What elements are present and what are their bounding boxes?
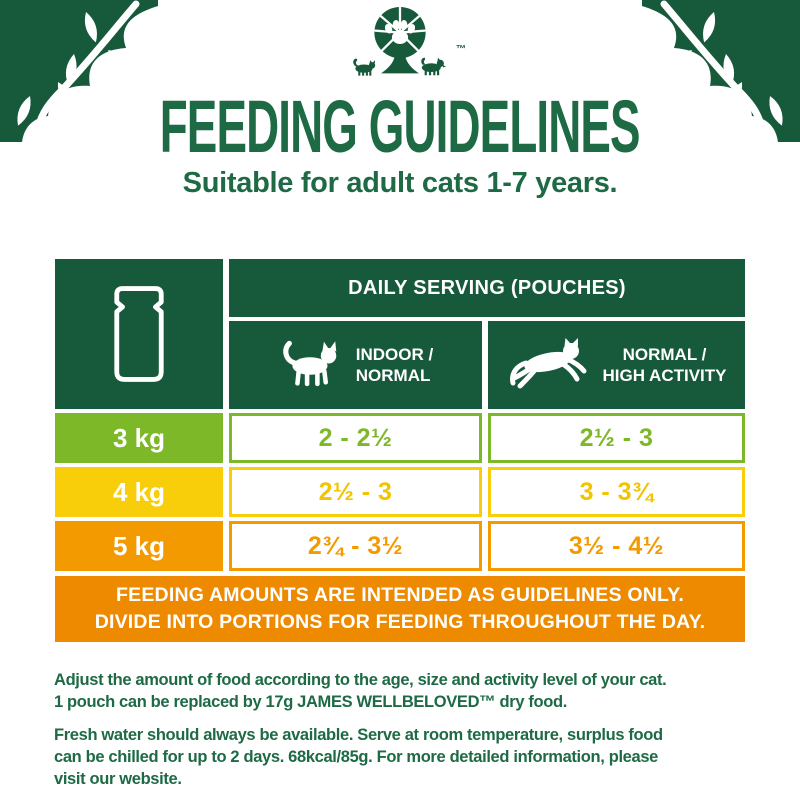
serving-3kg-high-activity: 2½ - 3 [488, 413, 745, 463]
page-subtitle: Suitable for adult cats 1-7 years. [182, 167, 618, 199]
walking-cat-icon [283, 340, 337, 387]
daily-serving-header: DAILY SERVING (POUCHES) [229, 259, 745, 317]
pouch-icon [114, 286, 164, 382]
pouch-header-cell [55, 259, 223, 409]
leaf-corner-decoration-left [0, 0, 158, 142]
weight-cell-4kg: 4 kg [55, 467, 223, 517]
banner-line-1: FEEDING AMOUNTS ARE INTENDED AS GUIDELIN… [116, 584, 684, 607]
column-header-high-activity: NORMAL / HIGH ACTIVITY [488, 321, 745, 409]
header: ™ FEEDING GUIDELINES Suitable for adult … [0, 0, 800, 200]
tree-paw-logo-icon [353, 6, 447, 76]
column-label-high-activity: NORMAL / HIGH ACTIVITY [602, 344, 727, 385]
serving-4kg-indoor-normal: 2½ - 3 [229, 467, 482, 517]
serving-4kg-high-activity: 3 - 3¾ [488, 467, 745, 517]
guidelines-banner: FEEDING AMOUNTS ARE INTENDED AS GUIDELIN… [55, 576, 745, 642]
footnote-paragraph-1: Adjust the amount of food according to t… [54, 671, 667, 711]
weight-cell-5kg: 5 kg [55, 521, 223, 571]
page-title: FEEDING GUIDELINES [160, 86, 641, 170]
weight-cell-3kg: 3 kg [55, 413, 223, 463]
serving-5kg-indoor-normal: 2¾ - 3½ [229, 521, 482, 571]
logo-dog-silhouette [421, 57, 447, 76]
serving-5kg-high-activity: 3½ - 4½ [488, 521, 745, 571]
logo-cat-silhouette [353, 58, 376, 76]
column-header-indoor-normal: INDOOR / NORMAL [229, 321, 482, 409]
leaping-cat-icon [510, 338, 587, 389]
column-label-indoor-normal: INDOOR / NORMAL [355, 344, 434, 385]
trademark-symbol: ™ [456, 44, 466, 55]
footnotes: Adjust the amount of food according to t… [54, 670, 746, 791]
feeding-table: DAILY SERVING (POUCHES) INDOOR / NORMAL [55, 259, 745, 571]
brand-logo: ™ [338, 6, 466, 80]
serving-3kg-indoor-normal: 2 - 2½ [229, 413, 482, 463]
banner-line-2: DIVIDE INTO PORTIONS FOR FEEDING THROUGH… [94, 611, 706, 633]
footnote-paragraph-2: Fresh water should always be available. … [54, 725, 663, 788]
